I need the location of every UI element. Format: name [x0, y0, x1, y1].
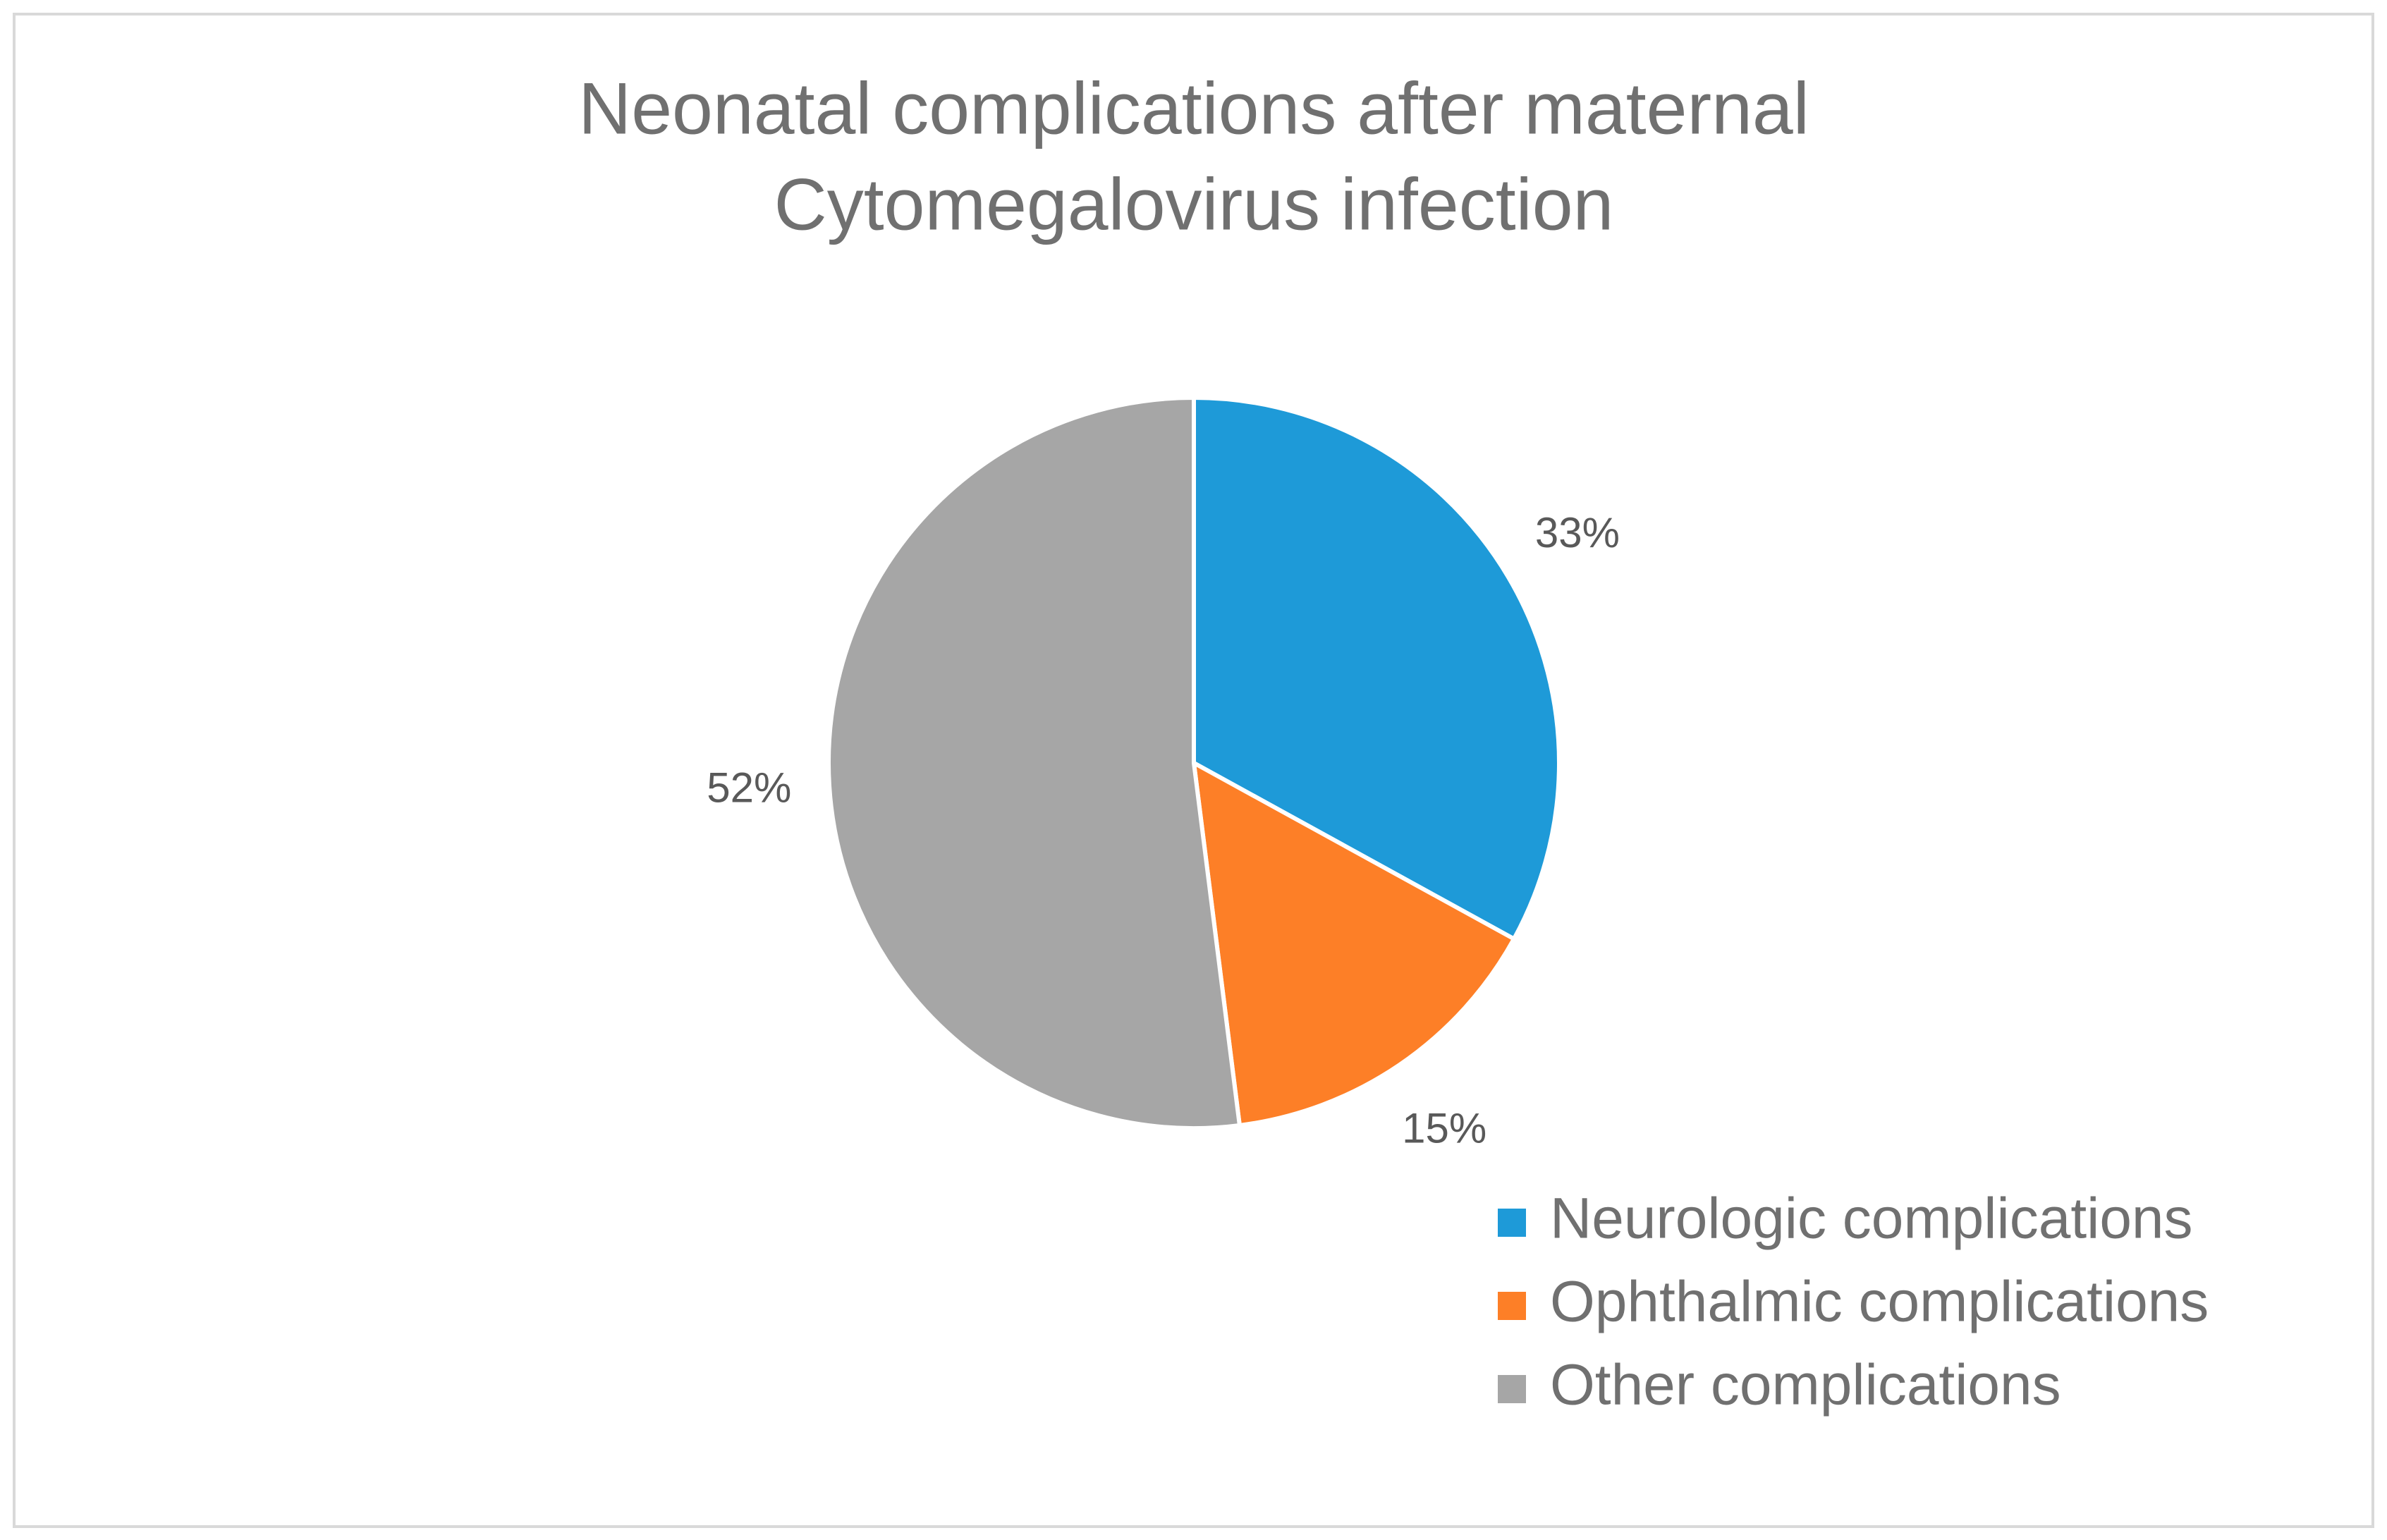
- legend-swatch: [1498, 1375, 1526, 1403]
- pie-slice: [826, 395, 1243, 1130]
- data-label: 15%: [1402, 1105, 1486, 1152]
- legend-swatch: [1498, 1292, 1526, 1320]
- chart-title: Cytomegalovirus infection: [774, 164, 1614, 245]
- legend-label: Other complications: [1550, 1353, 2061, 1417]
- legend-label: Ophthalmic complications: [1550, 1270, 2209, 1334]
- pie-slice: [1192, 395, 1561, 942]
- legend-swatch: [1498, 1209, 1526, 1237]
- data-label: 52%: [707, 764, 791, 812]
- pie-slice: [1191, 759, 1518, 1128]
- legend-label: Neurologic complications: [1550, 1187, 2193, 1251]
- data-label: 33%: [1535, 509, 1620, 556]
- chart-title: Neonatal complications after maternal: [578, 68, 1809, 149]
